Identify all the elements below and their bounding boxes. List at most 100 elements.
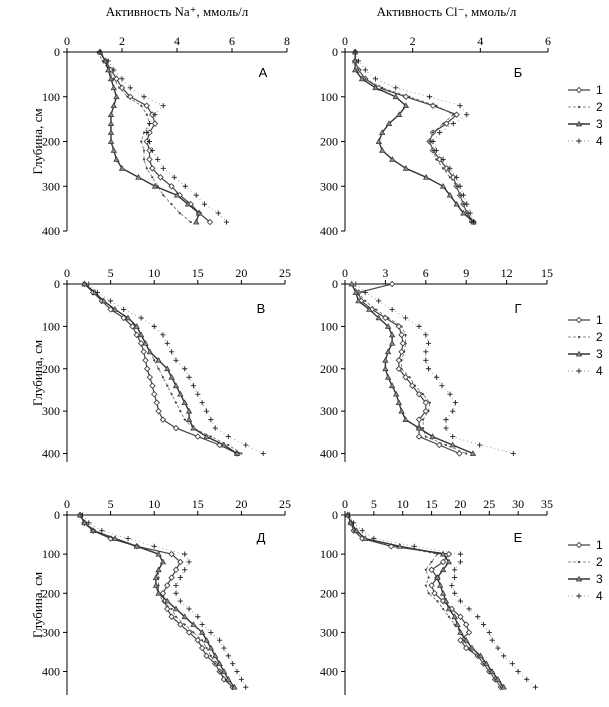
panel-B-series-3-point-13 (402, 165, 410, 171)
x-tick-label: 0 (342, 497, 348, 511)
panel-C-series-3-point-19 (220, 441, 228, 448)
panel-B-series-4-point-8 (450, 121, 456, 127)
panel-C-series-4-point-14 (199, 400, 205, 406)
x-tick-label: 0 (342, 34, 348, 48)
panel-C-series-4-point-13 (195, 391, 201, 397)
panel-F-series-2-point-16 (462, 639, 465, 642)
panel-legend-series-4-point-0 (576, 138, 582, 144)
x-tick-label: 2 (410, 34, 416, 48)
panel-C-series-3-point-3 (111, 306, 119, 312)
x-tick-label: 5 (108, 497, 114, 511)
panel-B-series-4-point-0 (352, 49, 358, 55)
panel-legend-series-1-point-0 (575, 86, 583, 94)
panel-B-series-4-point-4 (393, 85, 399, 91)
panel-D-series-3-point-8 (384, 348, 392, 355)
panel-C-series-3-point-14 (181, 399, 188, 406)
panel-D-series-4-point-14 (452, 400, 459, 406)
panel-E-series-4-point-14 (199, 621, 205, 628)
panel-D-series-4-point-1 (362, 289, 368, 296)
panel-D-series-1-point-5 (395, 323, 403, 330)
panel-D-series-2-point-15 (427, 410, 430, 413)
y-tick-label: 0 (332, 277, 338, 291)
x-tick-label: 6 (423, 266, 429, 280)
panel-D-series-4-point-9 (423, 357, 429, 363)
panel-F-series-4-point-20 (515, 668, 521, 675)
x-tick-label: 25 (483, 497, 495, 511)
panel-C-series-3-point-18 (203, 433, 210, 439)
panel-D-series-4-point-10 (425, 366, 432, 372)
panel-B-series-2-point-11 (431, 149, 435, 152)
panel-A-series-1-point-15 (168, 183, 175, 190)
panel-D-series-2-point-19 (444, 443, 448, 447)
y-tick-label: 0 (54, 45, 60, 59)
panel-A-series-4-point-14 (171, 174, 177, 180)
panel-A-series-4-point-18 (215, 210, 221, 216)
panel-legend-series-4-point-0 (576, 593, 582, 599)
panel-B-series-2-point-7 (452, 113, 455, 116)
panel-C-series-3-point-10 (164, 365, 171, 372)
x-tick-label: 4 (477, 34, 483, 48)
panel-E-series-1-point-6 (177, 558, 184, 566)
panel-F-series-3-point-5 (439, 550, 447, 557)
x-tick-label: 10 (397, 497, 409, 511)
panel-F-series-4-point-7 (452, 567, 458, 573)
panel-D-series-4-point-0 (353, 281, 359, 287)
panel-D-series-1-point-14 (422, 399, 430, 406)
panel-C-series-4-point-15 (203, 408, 210, 414)
x-tick-label: 20 (235, 266, 247, 280)
y-tick-label: 400 (320, 224, 338, 238)
panel-B-series-4-point-10 (430, 138, 436, 145)
x-tick-label: 10 (148, 266, 160, 280)
panel-letter: Е (514, 530, 523, 545)
panel-E-series-3-line (79, 514, 235, 688)
y-axis-label: Глубина, см (30, 572, 45, 638)
panel-D-series-1-point-13 (415, 390, 423, 398)
panel-A-series-2-point-9 (142, 131, 146, 134)
panel-D-series-3-point-2 (355, 297, 362, 304)
panel-A-series-4-point-8 (146, 121, 153, 127)
panel-A-series-3-point-18 (195, 209, 203, 216)
panel-A-series-2-point-16 (162, 194, 165, 197)
panel-A-series-2-point-12 (142, 158, 146, 161)
panel-A-series-3-point-15 (151, 182, 159, 189)
panel-E-series-3-point-4 (133, 542, 140, 549)
panel-E-series-3-point-21 (225, 676, 232, 682)
panel-C-series-4-point-10 (182, 366, 188, 372)
panel-A-series-4-point-11 (149, 147, 155, 154)
panel-A-series-4-point-15 (182, 183, 188, 189)
panel-B-series-3-point-2 (351, 66, 359, 73)
panel-C-series-1-point-14 (153, 399, 161, 406)
panel-B-series-4-point-11 (433, 147, 439, 154)
panel-A-series-2-point-19 (189, 220, 192, 224)
panel-F-series-2-point-14 (453, 623, 456, 626)
panel-B-series-3-point-8 (385, 120, 393, 126)
panel-F-series-3-point-10 (439, 589, 447, 596)
panel-B-series-3-point-15 (439, 182, 447, 189)
panel-C-series-4-point-17 (212, 425, 218, 431)
panel-A-series-3-point-12 (113, 156, 120, 162)
panel-E-series-3-point-11 (164, 597, 171, 604)
panel-A-series-4-point-2 (111, 67, 117, 73)
legend-label-4: 4 (596, 134, 603, 148)
panel-F-series-4-point-16 (489, 637, 495, 643)
panel-C-series-3-point-16 (185, 416, 193, 422)
panel-E-series-4-point-18 (225, 653, 231, 659)
panel-F-series-4-point-12 (466, 606, 472, 612)
panel-F-series-2-point-22 (499, 686, 502, 689)
legend-label-1: 1 (596, 313, 603, 327)
panel-F-series-4-point-10 (452, 590, 458, 596)
panel-D-series-4-point-8 (423, 349, 429, 355)
panel-legend-series-3-point-0 (575, 350, 583, 357)
panel-E-series-4-point-19 (230, 661, 236, 667)
y-tick-label: 300 (320, 179, 338, 193)
y-tick-label: 100 (42, 547, 60, 561)
panel-E-series-2-point-16 (201, 639, 204, 642)
panel-F-series-4-point-21 (524, 676, 530, 682)
panel-letter: Б (514, 65, 523, 80)
panel-letter: А (259, 65, 268, 80)
panel-E-series-4-point-0 (80, 512, 86, 518)
panel-B-series-2-point-10 (428, 140, 431, 143)
panel-D-series-1-point-19 (436, 441, 443, 449)
panel-E-series-4-point-6 (186, 559, 192, 565)
panel-B-series-2-point-2 (357, 68, 360, 71)
